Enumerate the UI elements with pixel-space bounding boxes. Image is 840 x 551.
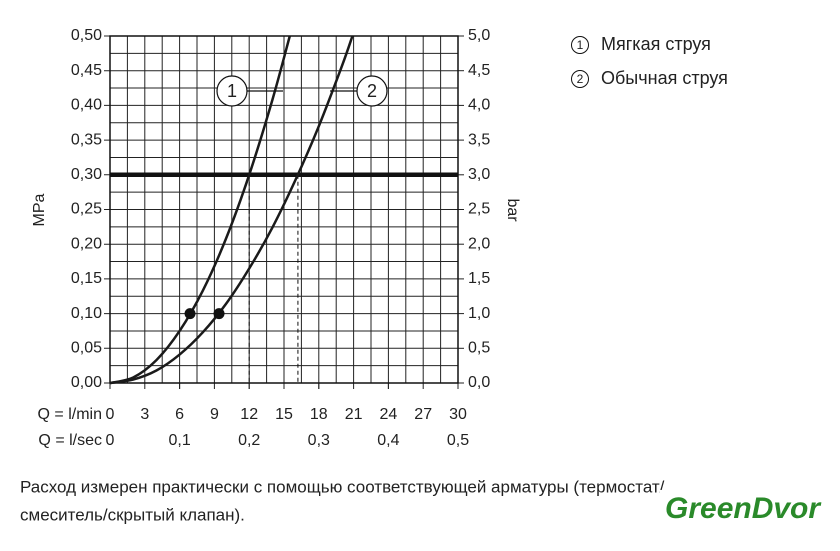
y2-tick-label: 2,5 [468, 201, 490, 218]
y-tick-label: 0,50 [71, 27, 102, 44]
watermark-bg [660, 490, 838, 530]
y2-tick-label: 1,0 [468, 305, 490, 322]
plot-frame [109, 35, 459, 384]
y-tick-label: 0,20 [71, 235, 102, 252]
x-tick-label: 3 [140, 406, 149, 423]
y2-tick-label: 0,0 [468, 374, 490, 391]
y-tick-label: 0,40 [71, 97, 102, 114]
y2-tick-label: 3,5 [468, 131, 490, 148]
x2-tick-label: 0,5 [447, 432, 469, 449]
x-tick-label: 24 [380, 406, 398, 423]
y-tick-label: 0,10 [71, 305, 102, 322]
y-tick-label: 0,15 [71, 270, 102, 287]
x-tick-label: 21 [345, 406, 363, 423]
x-tick-label: 18 [310, 406, 328, 423]
y2-tick-label: 0,5 [468, 340, 490, 357]
legend-circle [571, 70, 589, 88]
y-tick-label: 0,05 [71, 340, 102, 357]
callout-label: 1 [227, 81, 237, 101]
operating-point [184, 308, 196, 320]
callout-label: 2 [367, 81, 377, 101]
x2-row-label: Q = l/sec [38, 432, 102, 449]
y-tick-label: 0,45 [71, 62, 102, 79]
y2-axis-label: bar [504, 198, 521, 222]
y2-tick-label: 4,5 [468, 62, 490, 79]
legend-number: 2 [577, 72, 584, 86]
x2-tick-label: 0,4 [377, 432, 399, 449]
x-tick-label: 9 [210, 406, 219, 423]
callout-circle [356, 75, 388, 107]
note: Расход измерен практически с помощью соо… [20, 477, 665, 496]
watermark: GreenDvor [665, 492, 822, 525]
curve [109, 35, 292, 385]
legend-circle [571, 36, 589, 54]
x-tick-label: 6 [175, 406, 184, 423]
y2-tick-label: 5,0 [468, 27, 490, 44]
legend-label: Обычная струя [601, 68, 728, 88]
x-tick-label: 12 [240, 406, 258, 423]
y-tick-label: 0,35 [71, 131, 102, 148]
x-tick-label: 0 [106, 406, 115, 423]
y-tick-label: 0,25 [71, 201, 102, 218]
x2-tick-label: 0,2 [238, 432, 260, 449]
y-tick-label: 0,30 [71, 166, 102, 183]
y2-tick-label: 1,5 [468, 270, 490, 287]
x-row-label: Q = l/min [38, 406, 102, 423]
callout-circle [216, 75, 248, 107]
x2-tick-label: 0,3 [308, 432, 330, 449]
operating-point [213, 308, 225, 320]
x2-tick-label: 0,1 [168, 432, 190, 449]
x-tick-label: 27 [414, 406, 432, 423]
curve [109, 35, 354, 385]
y2-tick-label: 3,0 [468, 166, 490, 183]
y-axis-label: MPa [31, 193, 48, 226]
x2-tick-label: 0 [106, 432, 115, 449]
x-tick-label: 30 [449, 406, 467, 423]
y2-tick-label: 2,0 [468, 235, 490, 252]
y-tick-label: 0,00 [71, 374, 102, 391]
legend-label: Мягкая струя [601, 34, 711, 54]
y2-tick-label: 4,0 [468, 97, 490, 114]
note: смеситель/скрытый клапан). [20, 505, 245, 524]
x-tick-label: 15 [275, 406, 293, 423]
legend-number: 1 [577, 38, 584, 52]
